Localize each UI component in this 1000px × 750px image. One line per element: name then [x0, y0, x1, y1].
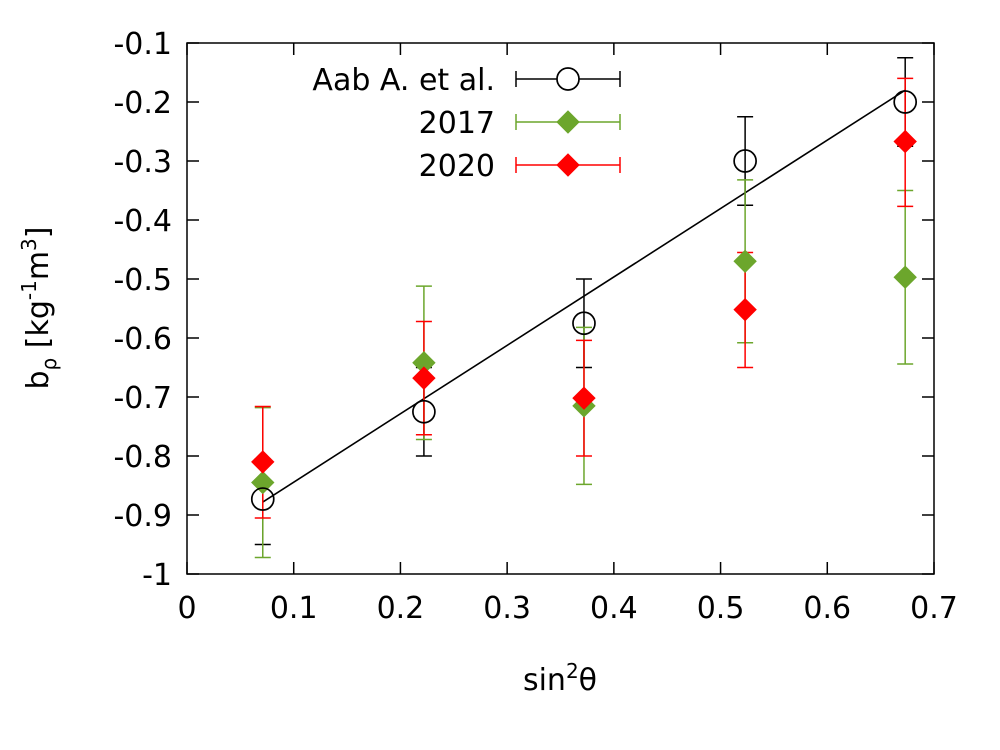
point-diamond — [251, 470, 275, 495]
x-tick-label: 0.4 — [590, 591, 638, 626]
point-diamond — [733, 297, 757, 322]
x-tick-label: 0.5 — [697, 591, 745, 626]
y-tick-label: -0.4 — [113, 204, 172, 239]
y-axis-label-m: m — [21, 251, 56, 280]
y-tick-label: -0.1 — [113, 27, 172, 62]
y-axis-label-mid: [kg — [21, 300, 56, 358]
y-tick-label: -0.7 — [113, 381, 172, 416]
point-open-circle — [250, 487, 275, 511]
legend-label: 2020 — [419, 149, 495, 184]
x-tick-label: 0.1 — [270, 591, 318, 626]
point-diamond — [893, 265, 917, 289]
y-tick-label: -0.8 — [113, 440, 172, 475]
plot-frame — [186, 42, 935, 575]
x-axis-label-base: sin — [523, 663, 566, 698]
y-axis-label-b: b — [21, 370, 56, 389]
markers — [250, 90, 918, 511]
point-diamond — [412, 366, 436, 390]
ticks: 0 0.1 0.2 0.3 0.4 0.5 0.6 0.7 -1 -0.9 -0.8 -0.7 -0.6… — [113, 27, 957, 626]
x-axis-label-tail: θ — [579, 663, 597, 698]
y-tick-label: -0.9 — [113, 499, 172, 534]
legend-label: 2017 — [419, 106, 495, 141]
point-open-circle — [572, 311, 596, 336]
y-axis-label-end: ] — [21, 226, 56, 238]
point-diamond — [733, 249, 757, 274]
y-tick-label: -0.3 — [113, 145, 172, 180]
y-tick-label: -0.5 — [113, 263, 172, 298]
x-tick-label: 0.2 — [377, 591, 425, 626]
point-diamond — [572, 386, 596, 410]
y-axis-label: bρ [kg-1m3] — [17, 226, 61, 389]
legend: Aab A. et al. 2017 2020 — [312, 63, 621, 184]
y-axis-label-sup2: 3 — [17, 238, 41, 251]
x-tick-label: 0.3 — [483, 591, 531, 626]
y-tick-label: -0.6 — [113, 322, 172, 357]
errorbars — [254, 57, 914, 559]
x-axis-label-sup: 2 — [566, 659, 579, 683]
point-open-circle — [893, 90, 918, 114]
x-axis-label: sin2θ — [523, 659, 597, 698]
point-diamond — [893, 129, 917, 154]
y-tick-label: -1 — [142, 558, 172, 593]
legend-marker — [556, 153, 580, 177]
point-open-circle — [412, 399, 436, 424]
legend-marker — [556, 67, 580, 91]
y-tick-label: -0.2 — [113, 86, 172, 121]
legend-label: Aab A. et al. — [312, 63, 495, 98]
point-open-circle — [733, 149, 757, 173]
x-tick-label: 0.7 — [910, 591, 958, 626]
point-diamond — [251, 450, 275, 474]
x-tick-label: 0.6 — [803, 591, 851, 626]
legend-marker — [556, 110, 580, 134]
y-axis-label-sub: ρ — [37, 358, 61, 371]
x-tick-label: 0 — [177, 591, 196, 626]
y-axis-label-sup1: -1 — [17, 280, 41, 300]
